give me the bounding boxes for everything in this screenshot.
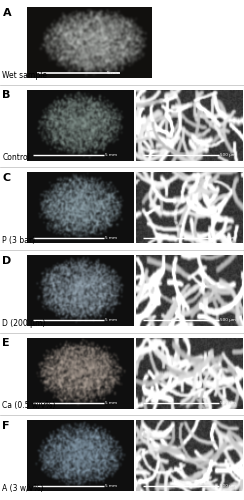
Text: F: F (2, 421, 10, 431)
Text: 500 μm: 500 μm (220, 153, 236, 157)
Text: 5 mm: 5 mm (105, 484, 117, 488)
Text: 5 mm: 5 mm (105, 236, 117, 240)
Text: 500 μm: 500 μm (220, 236, 236, 240)
Text: Wet sample: Wet sample (2, 70, 47, 80)
Text: B: B (2, 90, 11, 101)
Text: 5 mm: 5 mm (105, 153, 117, 157)
Text: D: D (2, 256, 12, 266)
Text: 5 mm: 5 mm (107, 71, 120, 75)
Text: Control: Control (2, 154, 30, 162)
Text: C: C (2, 173, 10, 183)
Text: 5 mm: 5 mm (105, 318, 117, 322)
Text: 500 μm: 500 μm (220, 484, 236, 488)
Text: A: A (2, 8, 11, 18)
Text: 5 mm: 5 mm (105, 401, 117, 405)
Text: 500 μm: 500 μm (220, 318, 236, 322)
Text: A (3 w/v%): A (3 w/v%) (2, 484, 44, 493)
Text: E: E (2, 338, 10, 348)
Text: Ca (0.5 w/v%): Ca (0.5 w/v%) (2, 402, 56, 410)
Text: D (200 μm): D (200 μm) (2, 318, 46, 328)
Text: P (3 bar): P (3 bar) (2, 236, 36, 245)
Text: 500 μm: 500 μm (220, 401, 236, 405)
